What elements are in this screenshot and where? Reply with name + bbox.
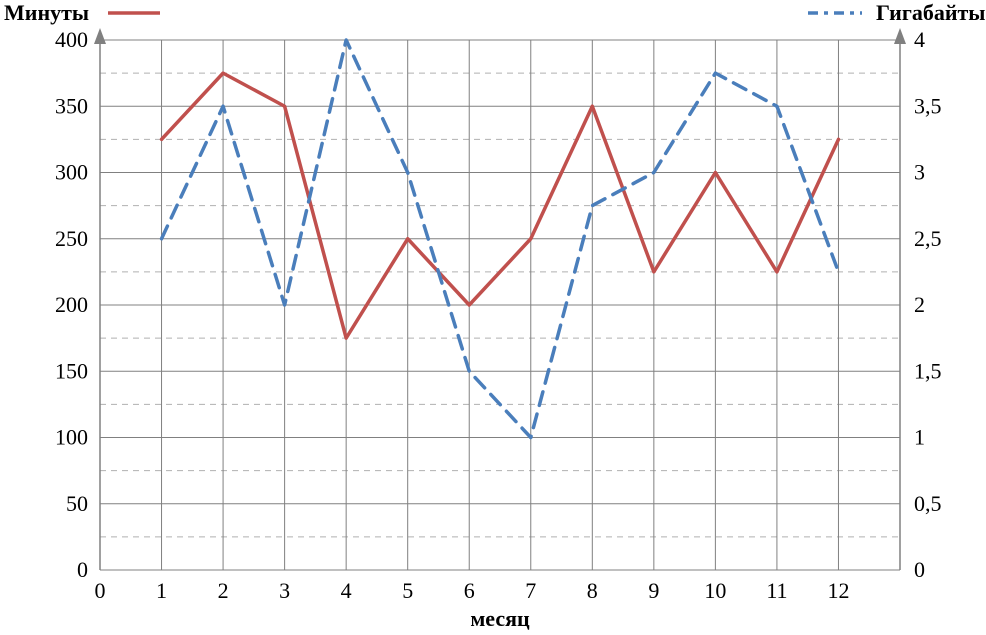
- x-tick-label: 9: [648, 578, 659, 603]
- y-left-tick-label: 300: [55, 160, 88, 185]
- y-left-tick-label: 350: [55, 93, 88, 118]
- y-right-tick-label: 3: [914, 160, 925, 185]
- y-right-tick-label: 0: [914, 557, 925, 582]
- x-axis-label: месяц: [470, 606, 530, 631]
- y-left-tick-label: 0: [77, 557, 88, 582]
- y-right-tick-label: 2: [914, 292, 925, 317]
- x-tick-label: 10: [704, 578, 726, 603]
- x-tick-label: 6: [464, 578, 475, 603]
- y-left-tick-label: 150: [55, 358, 88, 383]
- x-tick-label: 0: [95, 578, 106, 603]
- y-right-tick-label: 3,5: [914, 93, 942, 118]
- y-left-tick-label: 50: [66, 491, 88, 516]
- y-right-tick-label: 0,5: [914, 491, 942, 516]
- x-tick-label: 8: [587, 578, 598, 603]
- y-left-tick-label: 250: [55, 226, 88, 251]
- y-right-tick-label: 1,5: [914, 358, 942, 383]
- usage-chart: 05010015020025030035040000,511,522,533,5…: [0, 0, 986, 635]
- y-right-tick-label: 4: [914, 27, 925, 52]
- legend-minutes-label: Минуты: [4, 0, 89, 25]
- x-tick-label: 3: [279, 578, 290, 603]
- y-right-tick-label: 2,5: [914, 226, 942, 251]
- y-left-tick-label: 200: [55, 292, 88, 317]
- legend-gigabytes-label: Гигабайты: [876, 0, 985, 25]
- y-right-tick-label: 1: [914, 425, 925, 450]
- y-left-tick-label: 400: [55, 27, 88, 52]
- x-tick-label: 11: [766, 578, 787, 603]
- x-tick-label: 4: [341, 578, 352, 603]
- x-tick-label: 7: [525, 578, 536, 603]
- y-left-tick-label: 100: [55, 425, 88, 450]
- x-tick-label: 1: [156, 578, 167, 603]
- x-tick-label: 12: [827, 578, 849, 603]
- x-tick-label: 2: [218, 578, 229, 603]
- x-tick-label: 5: [402, 578, 413, 603]
